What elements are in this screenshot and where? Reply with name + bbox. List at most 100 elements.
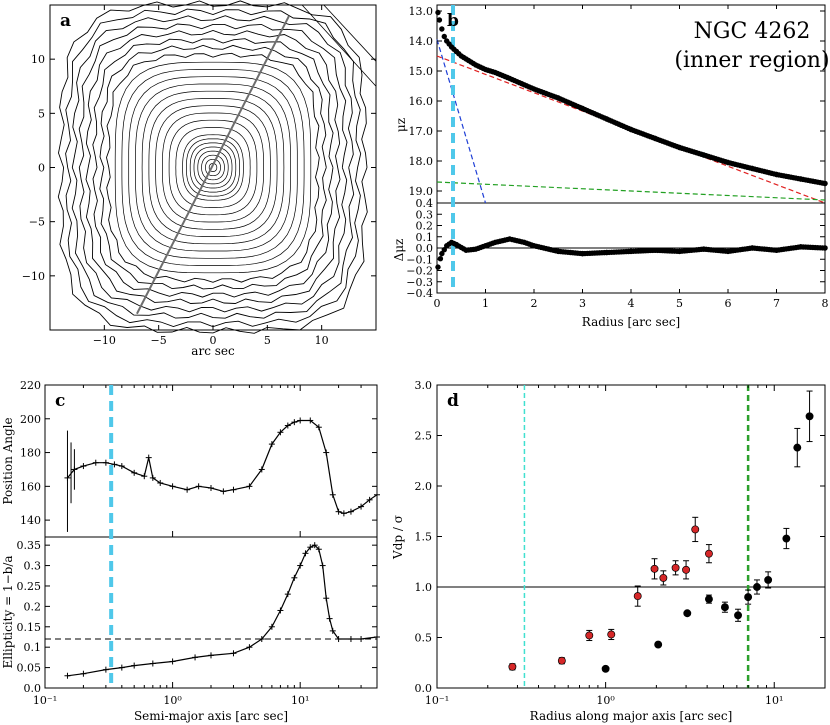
y-tick-label: 0.0 [416, 242, 434, 255]
y-tick-label: 0.5 [415, 632, 433, 645]
y-tick-label: 14.0 [409, 35, 434, 48]
x-tick-label: 0 [210, 334, 217, 347]
y-tick-label: 140 [20, 514, 41, 527]
black-point [805, 412, 814, 421]
panel-c-letter: c [55, 391, 65, 411]
panel-b-xlabel: Radius [arc sec] [582, 315, 680, 329]
contour-line [205, 158, 221, 177]
red-point [691, 525, 700, 534]
panel-a-ticks: −10 −5 0 5 10 10 5 0 −5 −10 [22, 5, 376, 347]
x-tick-label: 2 [531, 297, 538, 310]
y-tick-label: 0.05 [17, 662, 42, 675]
residual-point [439, 250, 445, 257]
y-tick-label: −10 [22, 270, 45, 283]
y-tick-label: −0.1 [406, 253, 433, 266]
panel-b-ylabel-top: μz [394, 118, 408, 132]
y-tick-label: 0.25 [17, 580, 42, 593]
red-point [633, 592, 642, 601]
contour-line [189, 142, 237, 193]
red-point [607, 630, 616, 639]
black-point [782, 534, 791, 543]
contour-line [114, 61, 312, 274]
y-tick-label: 0.2 [416, 220, 434, 233]
edge-line [323, 4, 377, 62]
contour-line [78, 23, 348, 313]
y-tick-label: 17.0 [409, 125, 434, 138]
contour-lines [57, 0, 377, 334]
panel-d-xlabel: Radius along major axis [arc sec] [530, 709, 733, 723]
y-tick-label: 1.0 [415, 581, 433, 594]
contour-line [99, 44, 327, 290]
contour-line [148, 98, 278, 237]
contour-line [182, 134, 244, 201]
contour-line [208, 163, 218, 172]
black-point [764, 575, 773, 584]
panel-c-ylabel-bottom: Ellipticity = 1−b/a [1, 555, 15, 668]
x-tick-label: 5 [264, 334, 271, 347]
panel-b-ylabel-bottom: Δμz [392, 239, 406, 262]
panel-d-ylabel: Vdp / σ [391, 515, 405, 560]
red-point [659, 573, 668, 582]
y-tick-label: 15.0 [409, 65, 434, 78]
profile-point [436, 17, 443, 23]
x-tick-label: 4 [628, 297, 635, 310]
y-tick-label: 0.1 [24, 641, 42, 654]
residual-point [437, 255, 444, 262]
x-tick-label: 0 [434, 297, 441, 310]
contour-line [155, 105, 271, 230]
x-tick-label: 10⁻¹ [425, 694, 449, 707]
panel-a-letter: a [60, 11, 71, 31]
x-tick-label: 1 [482, 297, 489, 310]
profile-point [439, 26, 445, 32]
contour-line [175, 127, 251, 208]
black-point [734, 611, 742, 620]
y-tick-label: −0.4 [406, 287, 433, 300]
y-tick-label: 2.0 [415, 480, 433, 493]
black-point [704, 595, 713, 604]
black-point [720, 603, 729, 612]
exponential-line [436, 55, 826, 204]
x-tick-label: 10¹ [291, 694, 309, 707]
x-tick-label: 10⁰ [163, 694, 182, 707]
panel-b-letter: b [447, 11, 459, 31]
panel-d: 10⁻¹ 10⁰ 10¹ 3.0 2.5 2.0 1.5 1.0 0.5 0.0 d Radius… [391, 379, 826, 723]
y-tick-label: 0.15 [17, 621, 42, 634]
y-tick-label: 18.0 [409, 155, 434, 168]
panel-b: 0 1 2 3 4 5 6 7 8 13.0 14.0 15.0 16.0 17.0 18.0 19.00.4… [392, 4, 830, 329]
ellipticity-line [67, 544, 378, 677]
edge-line [301, 4, 377, 87]
black-point [601, 664, 610, 673]
x-tick-label: 10 [315, 334, 329, 347]
y-tick-label: 0.2 [24, 600, 42, 613]
contour-line [193, 146, 233, 189]
panel-a-xlabel: arc sec [191, 344, 235, 358]
x-tick-label: −10 [93, 334, 116, 347]
y-tick-label: 3.0 [415, 379, 433, 392]
y-tick-label: 160 [20, 480, 41, 493]
contour-line [135, 83, 291, 252]
panel-c-xlabel: Semi-major axis [arc sec] [134, 709, 288, 723]
y-tick-label: 1.5 [415, 531, 433, 544]
panel-b-title-line1: NGC 4262 [694, 19, 811, 44]
contour-line [186, 138, 240, 197]
y-tick-label: 0.3 [24, 560, 42, 573]
y-tick-label: 13.0 [409, 5, 434, 18]
black-point [793, 443, 802, 452]
panel-d-letter: d [447, 391, 459, 411]
red-point [585, 631, 594, 640]
residual-point [441, 246, 447, 253]
y-tick-label: 0.1 [416, 231, 434, 244]
y-tick-label: 180 [20, 447, 41, 460]
contour-line [92, 38, 334, 298]
x-tick-label: −5 [151, 334, 167, 347]
contour-line [141, 90, 285, 245]
contour-line [197, 150, 229, 185]
y-tick-label: 0 [38, 162, 45, 175]
red-point [682, 565, 691, 574]
x-tick-label: 10⁻¹ [33, 694, 57, 707]
y-tick-label: 200 [20, 413, 41, 426]
contour-line [168, 119, 258, 216]
y-tick-label: 5 [38, 107, 45, 120]
y-tick-label: 0.4 [416, 197, 434, 210]
y-tick-label: 16.0 [409, 95, 434, 108]
